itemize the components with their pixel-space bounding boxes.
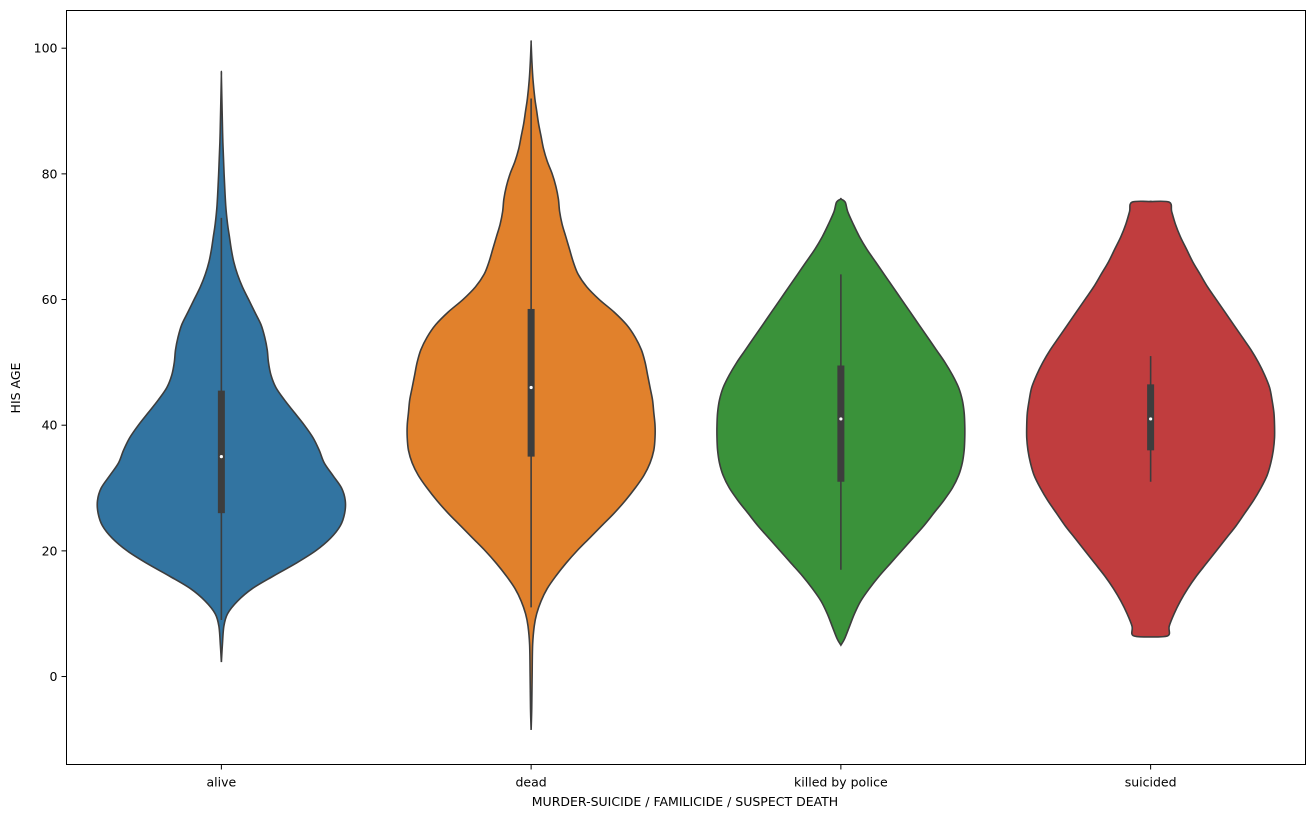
y-axis: 0 20 40 60 80 100 [34,41,67,684]
x-tick-label: dead [516,775,547,790]
violin-iqr-box [217,390,225,514]
y-tick-label: 20 [42,543,58,558]
x-axis-label: MURDER-SUICIDE / FAMILICIDE / SUSPECT DE… [532,794,838,809]
violins-group [96,40,1276,730]
y-tick-label: 80 [42,166,58,181]
x-tick-label: killed by police [794,775,888,790]
violin-suicided [1025,200,1276,638]
violin-alive [96,70,347,663]
violin-iqr-box [527,308,535,457]
y-tick-label: 60 [42,292,58,307]
violin-dead [406,40,656,730]
plot-frame [66,10,1306,765]
y-tick-label: 0 [50,669,58,684]
y-axis-label: HIS AGE [8,362,23,413]
violin-median-dot [219,455,223,459]
violin-median-dot [839,417,843,421]
violin-iqr-box [837,365,845,482]
violin-median-dot [1149,417,1153,421]
y-tick-label: 40 [42,418,58,433]
x-tick-label: suicided [1125,775,1177,790]
violin-killed-by-police [716,197,966,647]
violin-median-dot [529,385,533,390]
x-tick-label: alive [207,775,237,790]
y-tick-label: 100 [34,41,58,56]
x-axis: alive dead killed by police suicided [207,764,1177,790]
